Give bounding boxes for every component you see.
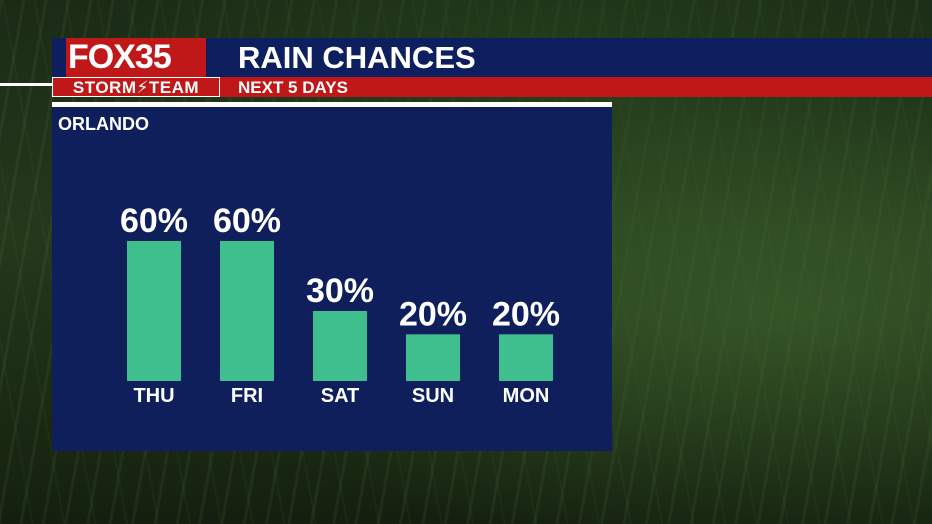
value-label-thu: 60%: [120, 202, 188, 240]
category-label-fri: FRI: [231, 385, 263, 407]
value-label-mon: 20%: [492, 295, 560, 333]
category-label-mon: MON: [503, 385, 550, 407]
category-label-sun: SUN: [412, 385, 454, 407]
subtitle-banner: [52, 77, 932, 97]
value-label-sat: 30%: [306, 272, 374, 310]
header-rule-line: [0, 83, 60, 86]
page-subtitle: NEXT 5 DAYS: [238, 78, 348, 97]
bar-thu: [127, 241, 181, 381]
city-label: ORLANDO: [58, 114, 149, 134]
bar-fri: [220, 241, 274, 381]
bar-sun: [406, 334, 460, 381]
bar-sat: [313, 311, 367, 381]
category-label-thu: THU: [133, 385, 174, 407]
logo-fox-text: FOX: [68, 38, 136, 76]
value-label-fri: 60%: [213, 202, 281, 240]
bar-mon: [499, 334, 553, 381]
storm-team-logo: STORM⚡TEAM: [52, 77, 220, 97]
fox35-logo: FOX35: [66, 38, 206, 77]
value-label-sun: 20%: [399, 295, 467, 333]
page-title: RAIN CHANCES: [238, 40, 476, 75]
category-label-sat: SAT: [321, 385, 360, 407]
logo-number: 35: [134, 38, 172, 76]
